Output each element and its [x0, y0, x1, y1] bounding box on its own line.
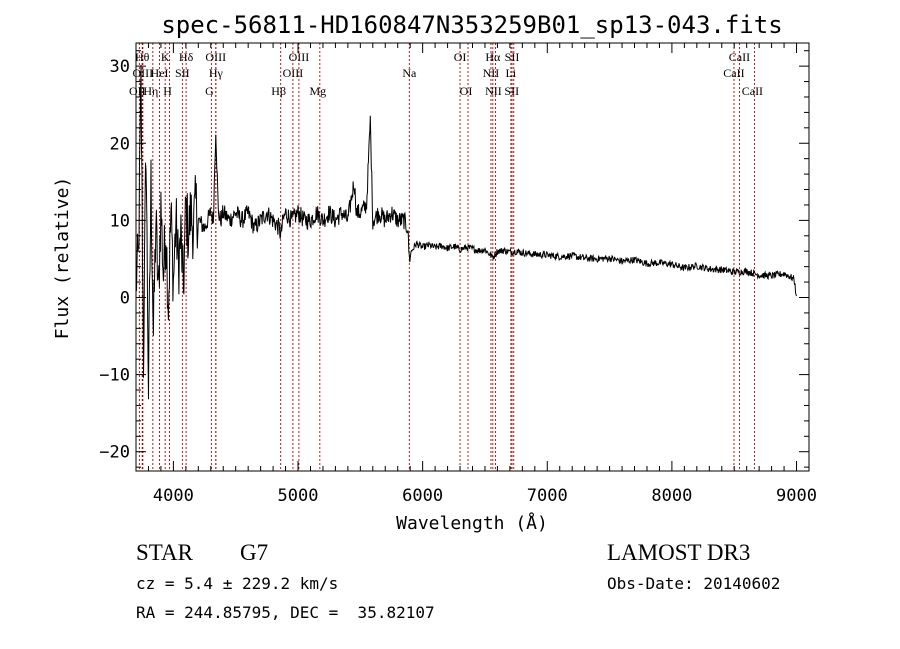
spectral-line-label: NII — [485, 84, 502, 98]
y-tick-label: 10 — [110, 211, 130, 231]
x-axis-label: Wavelength (Å) — [396, 512, 548, 534]
y-tick-label: −10 — [99, 366, 130, 386]
x-tick-label: 4000 — [153, 486, 194, 506]
spectrum-line — [135, 64, 797, 400]
axes: 4000 5000 6000 7000 8000 9000 −20 −10 0 10 20 30 — [99, 43, 817, 506]
spectral-line-label: OIII — [133, 66, 154, 80]
object-subclass: G7 — [240, 540, 269, 565]
x-tick-label: 6000 — [402, 486, 443, 506]
spectral-line-markers — [138, 43, 755, 471]
redshift-text: cz = 5.4 ± 229.2 km/s — [136, 574, 339, 593]
spectral-line-labels: OIIHθOIIIHηHeIKHSIIHδGOIIIHγHβOIIIOIIIMg… — [129, 50, 763, 98]
coordinates-text: RA = 244.85795, DEC = 35.82107 — [136, 603, 435, 622]
spectral-line-label: Li — [506, 66, 517, 80]
survey-name: LAMOST DR3 — [607, 540, 751, 565]
spectral-line-label: CaII — [742, 84, 763, 98]
spectral-line-label: NII — [483, 66, 500, 80]
spectral-line-label: OIII — [283, 66, 304, 80]
spectral-line-label: SII — [505, 50, 520, 64]
y-tick-label: −20 — [99, 443, 130, 463]
spectral-line-label: OIII — [205, 50, 226, 64]
spectral-line-label: SII — [175, 66, 190, 80]
spectral-line-label: K — [161, 50, 170, 64]
plot-frame — [135, 42, 810, 472]
chart-title: spec-56811-HD160847N353259B01_sp13-043.f… — [161, 11, 782, 39]
x-tick-label: 5000 — [278, 486, 319, 506]
y-axis-label: Flux (relative) — [52, 177, 73, 340]
spectral-line-label: OI — [460, 84, 473, 98]
spectral-line-label: Hθ — [135, 50, 150, 64]
x-tick-label: 9000 — [776, 486, 817, 506]
spectral-line-label: H — [163, 84, 172, 98]
obs-date-text: Obs-Date: 20140602 — [607, 574, 781, 593]
spectral-line-label: OI — [454, 50, 467, 64]
y-tick-label: 30 — [110, 57, 130, 77]
spectral-line-label: G — [205, 84, 214, 98]
spectral-line-label: Na — [402, 66, 417, 80]
spectral-line-label: CaII — [723, 66, 744, 80]
spectral-line-label: CaII — [729, 50, 750, 64]
x-tick-label: 8000 — [651, 486, 692, 506]
spectral-line-label: Hη — [143, 84, 158, 98]
x-tick-label: 7000 — [527, 486, 568, 506]
spectral-line-label: Hγ — [209, 66, 224, 80]
spectral-line-label: Hα — [485, 50, 501, 64]
spectral-line-label: Hβ — [271, 84, 286, 98]
spectral-line-label: OIII — [289, 50, 310, 64]
spectral-line-label: Mg — [309, 84, 326, 98]
y-tick-label: 20 — [110, 134, 130, 154]
spectral-line-label: SII — [504, 84, 519, 98]
spectral-line-label: Hδ — [179, 50, 194, 64]
object-class: STAR — [136, 540, 193, 565]
y-tick-label: 0 — [120, 288, 130, 308]
spectral-line-label: HeI — [151, 66, 169, 80]
